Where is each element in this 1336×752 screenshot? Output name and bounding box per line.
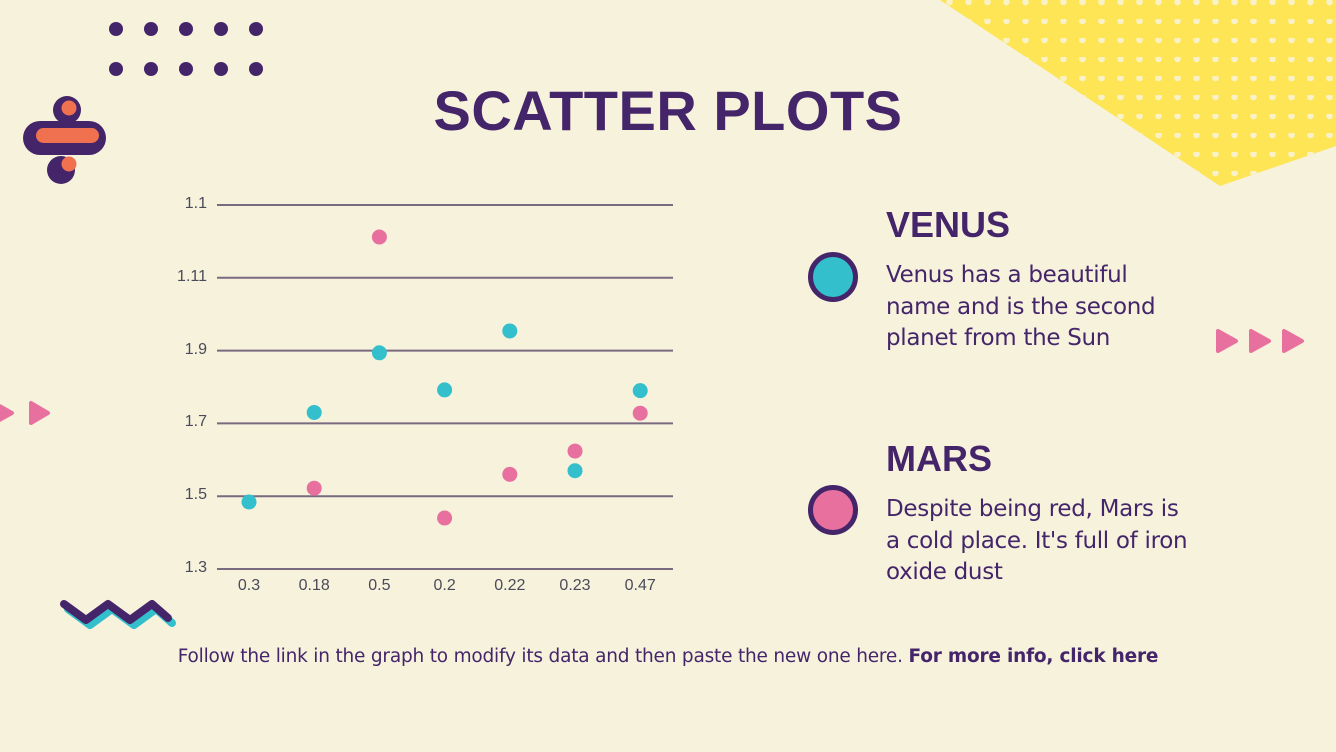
chart-plot-area <box>217 204 673 570</box>
data-point-venus[interactable] <box>632 383 648 399</box>
teal-circle-icon <box>808 252 858 302</box>
legend-description-mars: Despite being red, Mars is a cold place.… <box>886 496 1188 585</box>
legend-title-mars: MARS <box>886 438 992 479</box>
data-point-mars[interactable] <box>437 510 453 526</box>
legend-title-venus: VENUS <box>886 204 1011 245</box>
divide-sign-icon <box>23 96 106 184</box>
zigzag-decoration <box>60 600 176 629</box>
data-point-mars[interactable] <box>567 443 583 459</box>
data-point-venus[interactable] <box>437 382 453 398</box>
triangle-arrows-icon <box>1216 329 1304 353</box>
slide-title: SCATTER PLOTS <box>433 79 903 142</box>
x-tick-label: 0.2 <box>433 577 456 594</box>
x-tick-label: 0.22 <box>494 577 526 594</box>
x-tick-label: 0.23 <box>559 577 591 594</box>
data-point-mars[interactable] <box>502 466 518 482</box>
dot-grid-decoration <box>109 22 263 76</box>
more-info-link[interactable]: For more info, click here <box>908 646 1159 667</box>
y-tick-label: 1.3 <box>184 559 207 576</box>
triangle-arrows-icon <box>0 401 50 425</box>
yellow-polka-dot-corner <box>940 0 1336 186</box>
footer-text: Follow the link in the graph to modify i… <box>177 646 903 667</box>
data-point-venus[interactable] <box>502 323 518 339</box>
data-point-venus[interactable] <box>306 404 322 420</box>
data-point-mars[interactable] <box>371 229 387 245</box>
x-tick-label: 0.5 <box>368 577 391 594</box>
footer-note: Follow the link in the graph to modify i… <box>0 646 1336 667</box>
data-point-venus[interactable] <box>241 494 257 510</box>
data-point-venus[interactable] <box>567 463 583 479</box>
pink-circle-icon <box>808 485 858 535</box>
y-tick-label: 1.1 <box>184 195 207 212</box>
x-tick-label: 0.18 <box>298 577 330 594</box>
x-tick-label: 0.47 <box>624 577 656 594</box>
x-tick-label: 0.3 <box>237 577 261 594</box>
legend-venus: VENUS Venus has a beautiful name and is … <box>808 204 1208 354</box>
y-tick-label: 1.7 <box>184 413 207 431</box>
legend-description-venus: Venus has a beautiful name and is the se… <box>886 262 1156 351</box>
data-point-mars[interactable] <box>632 405 648 421</box>
data-point-mars[interactable] <box>306 480 322 496</box>
scatter-chart[interactable]: 1.3 1.5 1.7 1.9 1.11 1.1 0.3 0.18 0.5 0.2 0.22 0.2… <box>150 190 690 610</box>
y-tick-label: 1.5 <box>184 486 207 504</box>
legend-mars: MARS Despite being red, Mars is a cold p… <box>808 438 1208 588</box>
y-tick-label: 1.9 <box>184 340 207 358</box>
data-point-venus[interactable] <box>371 345 387 361</box>
y-tick-label: 1.11 <box>177 267 207 285</box>
